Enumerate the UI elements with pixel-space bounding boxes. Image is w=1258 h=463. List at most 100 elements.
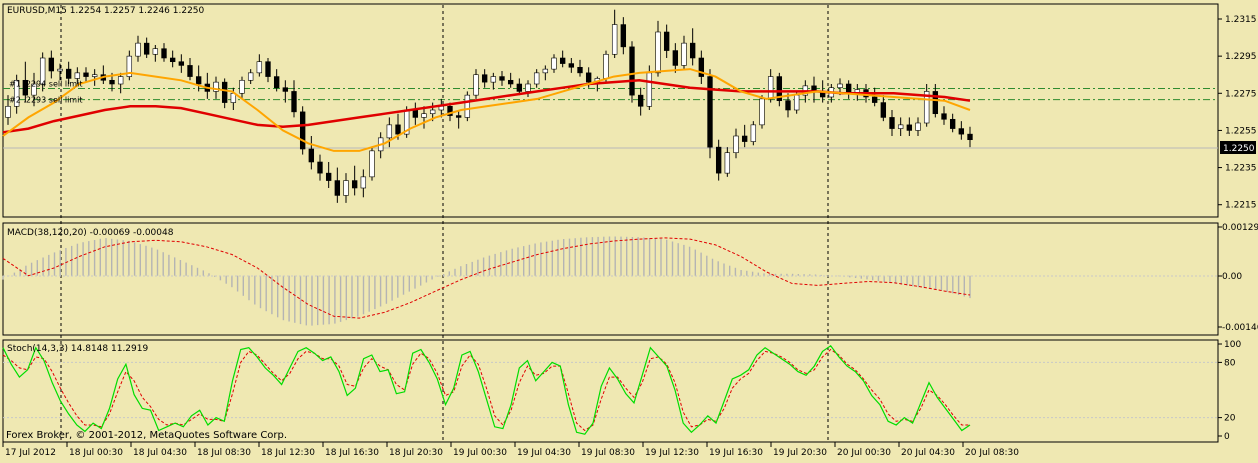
candle-body [542, 68, 549, 74]
candle-body [646, 72, 653, 107]
candle-body [655, 31, 661, 74]
candlestick-series [5, 9, 973, 203]
candle-body [897, 124, 904, 129]
candle-body [308, 148, 315, 163]
time-axis: 17 Jul 2012 18 Jul 00:30 18 Jul 04:30 18 Ju… [2, 442, 1019, 458]
candle-body [135, 42, 141, 57]
candle-body [74, 72, 81, 79]
candle-body [759, 98, 765, 126]
candle-body [169, 57, 176, 63]
candle-body [126, 55, 133, 77]
time-tick-label: 20 Jul 04:30 [901, 448, 955, 458]
candle-body [447, 105, 453, 116]
candle-body [91, 74, 98, 77]
candle-body [473, 74, 479, 96]
candle-body [178, 61, 185, 66]
copyright-text: Forex Broker, © 2001-2012, MetaQuotes So… [6, 430, 287, 441]
candle-body [481, 74, 488, 83]
price-tick-label: 1.2235 [1225, 164, 1257, 174]
time-tick-label: 18 Jul 16:30 [325, 448, 379, 458]
time-tick-label: 19 Jul 04:30 [517, 448, 571, 458]
candle-body [412, 109, 419, 118]
candle-body [958, 128, 965, 135]
macd-tick-label: -0.00146 [1222, 323, 1258, 333]
candle-body [273, 76, 280, 89]
candle-body [767, 76, 774, 100]
candle-body [429, 109, 436, 115]
order-label-1: #1 .2294 sell limit [9, 80, 82, 89]
fast-moving-average-line [2, 68, 971, 152]
candle-body [152, 48, 159, 55]
candle-body [967, 133, 973, 141]
candle-body [161, 48, 167, 59]
time-tick-label: 20 Jul 00:30 [837, 448, 891, 458]
candle-body [499, 76, 505, 81]
time-tick-label: 18 Jul 20:30 [389, 448, 443, 458]
candle-body [334, 180, 341, 196]
candle-body [551, 57, 557, 70]
macd-signal-line [2, 237, 971, 319]
candle-body [516, 83, 523, 92]
price-tick-label: 1.2315 [1225, 15, 1257, 25]
candle-body [299, 111, 306, 150]
candle-body [880, 102, 887, 118]
candle-body [750, 124, 757, 142]
candle-body [923, 91, 930, 124]
current-price-marker: 1.2250 [1220, 141, 1256, 154]
candle-body [83, 72, 89, 77]
candle-body [845, 83, 852, 94]
candle-body [915, 122, 921, 131]
price-tick-label: 1.2255 [1225, 126, 1257, 136]
candle-body [941, 113, 947, 120]
candle-body [672, 50, 679, 66]
candle-body [213, 81, 219, 92]
stoch-tick-label: 100 [1224, 340, 1241, 350]
price-axis: 1.2315 1.2295 1.2275 1.2255 1.2235 1.2215 [1218, 15, 1257, 211]
candle-body [949, 118, 956, 129]
candle-body [533, 72, 540, 85]
candle-body [325, 172, 332, 181]
candle-body [507, 79, 514, 85]
stochastic-main-line [2, 344, 971, 435]
stochastic-level-lines [3, 361, 1218, 419]
candle-body [637, 94, 644, 107]
candle-body [871, 96, 878, 103]
candle-body [221, 81, 228, 103]
candle-body [525, 83, 531, 92]
candle-body [785, 100, 791, 111]
candle-body [395, 124, 401, 135]
candle-body [559, 57, 566, 64]
current-price-label: 1.2250 [1223, 144, 1255, 154]
time-tick-label: 19 Jul 16:30 [709, 448, 763, 458]
candle-body [386, 124, 393, 139]
candle-body [889, 117, 895, 129]
price-tick-label: 1.2275 [1225, 89, 1257, 99]
candle-body [291, 91, 297, 113]
candle-body [48, 57, 55, 72]
candle-body [620, 24, 627, 48]
time-tick-label: 20 Jul 08:30 [965, 448, 1019, 458]
candle-body [577, 66, 583, 74]
candle-body [455, 115, 462, 118]
candle-body [247, 72, 254, 81]
time-tick-label: 19 Jul 08:30 [581, 448, 635, 458]
candle-body [681, 42, 687, 66]
candle-body [57, 68, 63, 72]
candle-body [611, 24, 618, 55]
candle-body [585, 72, 592, 83]
time-tick-label: 18 Jul 00:30 [69, 448, 123, 458]
candle-body [5, 105, 11, 118]
macd-tick-label: 0.00129 [1222, 223, 1258, 233]
price-panel-frame [2, 3, 1219, 218]
price-tick-label: 1.2215 [1225, 201, 1257, 211]
candle-body [13, 79, 20, 107]
candle-body [265, 61, 271, 77]
time-tick-label: 19 Jul 12:30 [645, 448, 699, 458]
candle-body [932, 91, 939, 115]
candle-body [568, 63, 575, 68]
candle-body [369, 150, 375, 178]
candle-body [629, 46, 635, 96]
